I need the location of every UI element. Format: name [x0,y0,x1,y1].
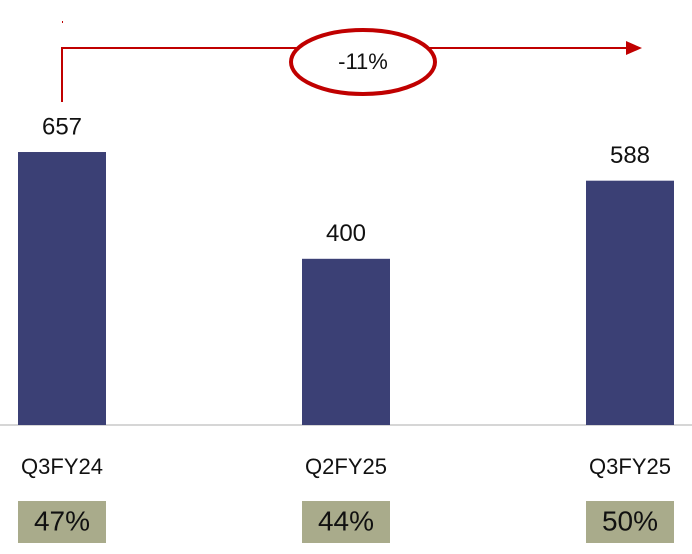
value-label: 400 [326,220,366,247]
bar [18,152,106,426]
arrow-line [61,47,628,102]
share-box [18,501,106,543]
share-label: 47% [34,505,90,536]
category-label: Q3FY24 [21,454,103,479]
bar [302,258,390,425]
category-label: Q3FY25 [589,454,671,479]
category-label: Q2FY25 [305,454,387,479]
share-label: 44% [318,505,374,536]
share-box [586,501,674,543]
bar [586,180,674,425]
arrow-head [626,41,642,55]
annotation: -11% [338,49,388,74]
share-box [302,501,390,543]
annotation-ellipse [289,28,437,96]
value-label: 588 [610,142,650,169]
value-label: 657 [42,113,82,140]
share-label: 50% [602,505,658,536]
